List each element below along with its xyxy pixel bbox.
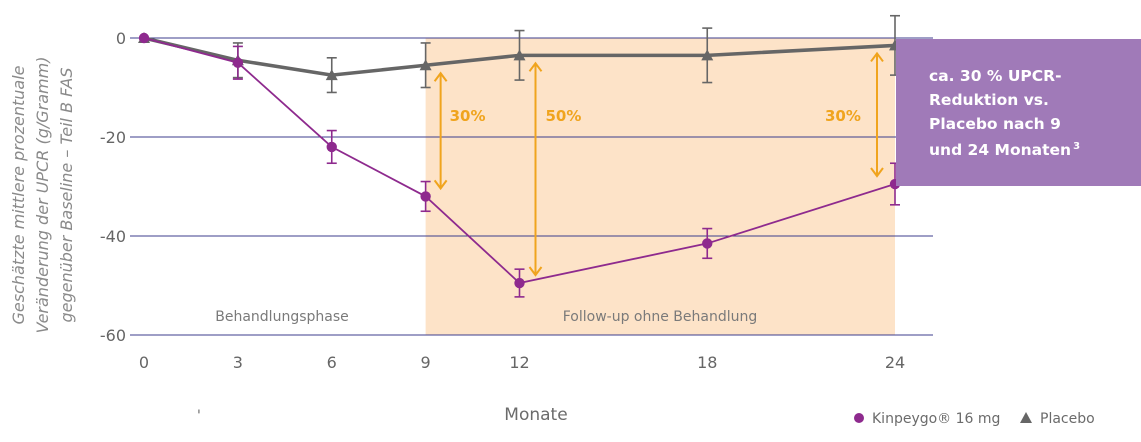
difference-arrow-head-top-2 <box>870 51 884 63</box>
kinpeygo-point-6 <box>326 141 337 153</box>
y-ticks: 0 -20 -40 -60 <box>100 29 126 345</box>
x-tick-label-6: 6 <box>327 353 337 372</box>
difference-arrow-head-top-0 <box>433 71 448 82</box>
legend-label-kinpeygo: Kinpeygo® 16 mg <box>872 411 1000 427</box>
difference-arrow-2: 30% <box>825 51 884 178</box>
callout-line-4-text: und 24 Monaten <box>929 141 1071 159</box>
grid <box>130 37 933 336</box>
x-ticks: 0 3 6 9 12 18 24 <box>139 353 905 372</box>
followup-band <box>425 38 895 335</box>
callout-line-2: Reduktion vs. <box>929 91 1049 109</box>
difference-arrow-0: 30% <box>433 71 486 191</box>
placebo-point-18 <box>701 49 714 61</box>
callout-line-1: ca. 30 % UPCR- <box>929 67 1062 85</box>
callout: ca. 30 % UPCR- Reduktion vs. Placebo nac… <box>896 39 1141 186</box>
y-tick-label-3: -60 <box>100 326 126 345</box>
x-tick-label-18: 18 <box>697 353 717 372</box>
callout-line-4: und 24 Monaten 3 <box>929 141 1080 159</box>
kinpeygo-point-0 <box>138 32 150 44</box>
series-kinpeygo <box>138 32 901 298</box>
callout-superscript: 3 <box>1073 141 1080 152</box>
kinpeygo-point-9 <box>420 191 431 202</box>
difference-label-0: 30% <box>450 107 486 125</box>
legend-label-placebo: Placebo <box>1040 411 1095 427</box>
y-tick-label-2: -40 <box>100 227 126 246</box>
x-axis-title: Monate <box>504 405 567 425</box>
kinpeygo-point-3 <box>232 57 244 68</box>
x-tick-label-9: 9 <box>421 353 431 372</box>
difference-arrow-head-bottom-2 <box>870 167 884 178</box>
difference-arrow-head-bottom-1 <box>528 266 543 277</box>
y-tick-label-1: -20 <box>100 128 126 147</box>
stray-mark: ' <box>197 408 201 424</box>
y-axis-title-line-2: Veränderung der UPCR (g/Gramm) <box>33 57 52 334</box>
difference-arrow-head-top-1 <box>528 61 543 72</box>
y-tick-label-0: 0 <box>116 29 126 48</box>
y-axis-title: Geschätzte mittlere prozentuale Veränder… <box>9 57 76 334</box>
placebo-point-6 <box>325 69 338 81</box>
difference-label-2: 30% <box>825 107 861 125</box>
x-tick-label-12: 12 <box>509 353 529 372</box>
kinpeygo-point-12 <box>514 277 525 289</box>
y-axis-title-line-1: Geschätzte mittlere prozentuale <box>9 65 28 324</box>
x-tick-label-3: 3 <box>233 353 243 372</box>
difference-label-1: 50% <box>546 107 582 125</box>
kinpeygo-point-18 <box>702 238 713 249</box>
legend-marker-placebo <box>1020 412 1032 423</box>
legend-marker-kinpeygo <box>854 413 864 423</box>
placebo-point-12 <box>513 49 526 61</box>
x-tick-label-24: 24 <box>885 353 905 372</box>
difference-arrow-1: 50% <box>528 61 582 277</box>
x-tick-label-0: 0 <box>139 353 149 372</box>
difference-arrow-head-bottom-0 <box>433 179 448 191</box>
phase-label-treatment: Behandlungsphase <box>215 309 349 325</box>
legend: Kinpeygo® 16 mg Placebo <box>854 411 1095 427</box>
placebo-point-9 <box>419 59 432 71</box>
phase-label-followup: Follow-up ohne Behandlung <box>563 309 758 325</box>
callout-box <box>896 39 1141 186</box>
y-axis-title-line-3: gegenüber Baseline – Teil B FAS <box>57 68 76 323</box>
callout-line-3: Placebo nach 9 <box>929 115 1061 133</box>
difference-annotations: 30% 50% 30% <box>433 51 884 277</box>
